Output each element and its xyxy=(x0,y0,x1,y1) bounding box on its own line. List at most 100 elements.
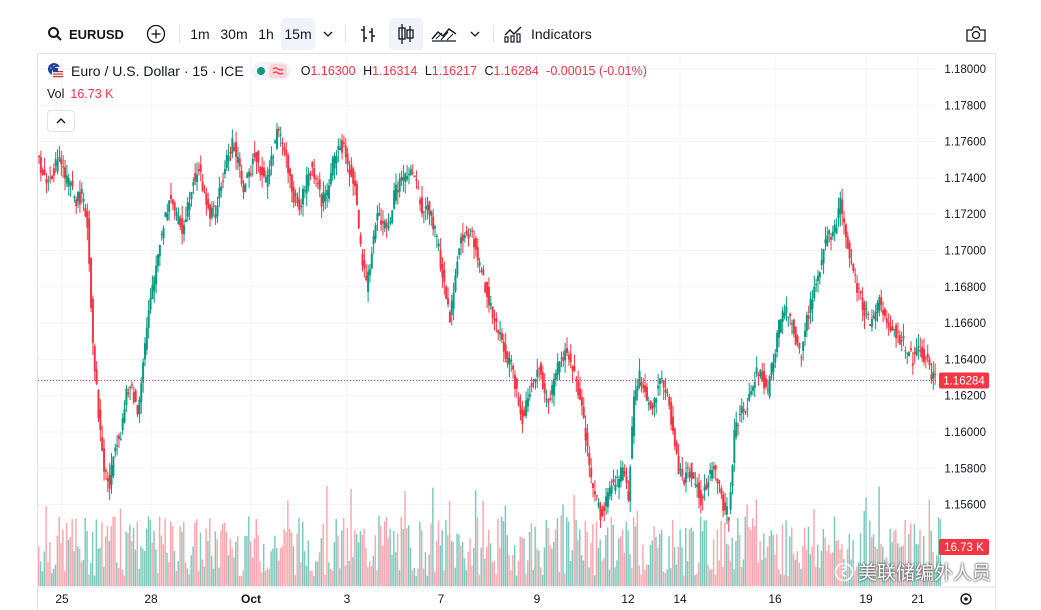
candle-body xyxy=(229,152,232,154)
candle-body xyxy=(264,177,267,183)
volume-bar xyxy=(631,567,633,586)
symbol-title[interactable]: Euro / U.S. Dollar · 15 · ICE xyxy=(71,63,244,79)
candle-body xyxy=(207,199,210,209)
volume-bar xyxy=(837,540,839,586)
search-icon xyxy=(48,27,62,41)
volume-bar xyxy=(385,517,388,586)
volume-bar xyxy=(461,542,464,586)
volume-bar xyxy=(513,545,516,586)
volume-bar xyxy=(857,562,860,586)
status-pill[interactable] xyxy=(251,62,291,80)
candle-body xyxy=(153,277,156,292)
market-open-dot-icon xyxy=(256,67,265,75)
symbol-search[interactable]: EURUSD xyxy=(47,14,127,54)
candle-body xyxy=(199,164,202,172)
indicators-button[interactable]: Indicators xyxy=(503,14,603,54)
volume-bar xyxy=(536,548,538,586)
candle-body xyxy=(381,221,384,224)
volume-bar xyxy=(551,548,553,586)
volume-bar xyxy=(424,552,427,586)
volume-bar xyxy=(880,543,882,586)
volume-bar xyxy=(45,506,47,586)
collapse-legend-button[interactable] xyxy=(47,110,75,132)
candle-body xyxy=(489,303,492,306)
volume-bar xyxy=(854,570,856,586)
volume-bar xyxy=(686,561,689,586)
volume-bar xyxy=(792,553,795,586)
volume-bar xyxy=(145,528,148,586)
candle-body xyxy=(143,343,146,360)
interval-1m[interactable]: 1m xyxy=(185,14,215,54)
volume-bar xyxy=(315,561,317,586)
volume-bar xyxy=(143,551,146,586)
candle-body xyxy=(469,229,472,231)
candle-body xyxy=(545,398,548,401)
volume-bar xyxy=(222,524,224,586)
candle-body xyxy=(380,220,383,225)
candle-body xyxy=(123,408,126,423)
candle-body xyxy=(93,346,96,372)
volume-bar xyxy=(738,534,741,586)
price-tick-label: 1.17000 xyxy=(944,246,986,258)
time-tick-label: 25 xyxy=(55,592,69,606)
volume-bar xyxy=(530,523,533,586)
interval-15m[interactable]: 15m xyxy=(281,18,315,50)
candle-body xyxy=(212,206,215,208)
volume-bar xyxy=(634,526,637,586)
time-tick-label: 16 xyxy=(768,592,782,606)
volume-bar xyxy=(872,534,875,586)
settings-gear-icon[interactable] xyxy=(960,593,972,605)
candle-body xyxy=(196,174,199,182)
candle-body xyxy=(71,180,74,187)
candle-body xyxy=(179,218,182,227)
volume-bar xyxy=(469,538,471,586)
candle-body xyxy=(671,416,674,431)
price-tick-label: 1.17600 xyxy=(944,137,986,149)
chart-type-dropdown[interactable] xyxy=(465,14,485,54)
area-style-button[interactable] xyxy=(429,14,459,54)
candle-body xyxy=(647,403,650,405)
candle-body xyxy=(487,287,490,306)
candle-body xyxy=(391,210,394,223)
candle-body xyxy=(748,393,751,401)
candle-body xyxy=(698,482,701,499)
volume-bar xyxy=(91,531,94,586)
interval-1h[interactable]: 1h xyxy=(253,14,279,54)
candle-body xyxy=(461,234,464,241)
interval-dropdown[interactable] xyxy=(318,14,338,54)
low-key: L xyxy=(424,64,432,78)
snapshot-button[interactable] xyxy=(961,14,991,54)
candles-style-button[interactable] xyxy=(389,18,423,50)
volume-bar xyxy=(883,559,886,586)
compare-button[interactable] xyxy=(141,14,171,54)
candle-body xyxy=(504,344,507,359)
candle-body xyxy=(186,202,189,217)
volume-bar xyxy=(636,510,639,586)
volume-bar xyxy=(653,526,655,586)
settings-gear-icon-center xyxy=(964,597,968,601)
candle-body xyxy=(549,398,552,400)
candle-body xyxy=(328,185,331,199)
candle-body xyxy=(603,506,606,511)
volume-bar xyxy=(368,561,371,586)
candle-body xyxy=(454,275,457,292)
bar-style-button[interactable] xyxy=(355,14,381,54)
volume-bar xyxy=(448,500,451,586)
volume-bar xyxy=(156,572,159,586)
volume-bar xyxy=(130,541,133,586)
volume-bar xyxy=(335,519,337,586)
candle-body xyxy=(861,297,864,311)
candle-body xyxy=(420,197,423,214)
candle-body xyxy=(513,375,516,389)
volume-bar xyxy=(186,568,189,586)
interval-30m[interactable]: 30m xyxy=(217,14,251,54)
candle-body xyxy=(51,176,54,179)
candle-body xyxy=(705,484,708,490)
volume-bar xyxy=(80,561,83,586)
volume-bar xyxy=(136,521,138,586)
volume-bar xyxy=(86,531,88,586)
candle-body xyxy=(896,331,899,333)
candle-body xyxy=(759,369,762,377)
candle-body xyxy=(902,336,905,339)
